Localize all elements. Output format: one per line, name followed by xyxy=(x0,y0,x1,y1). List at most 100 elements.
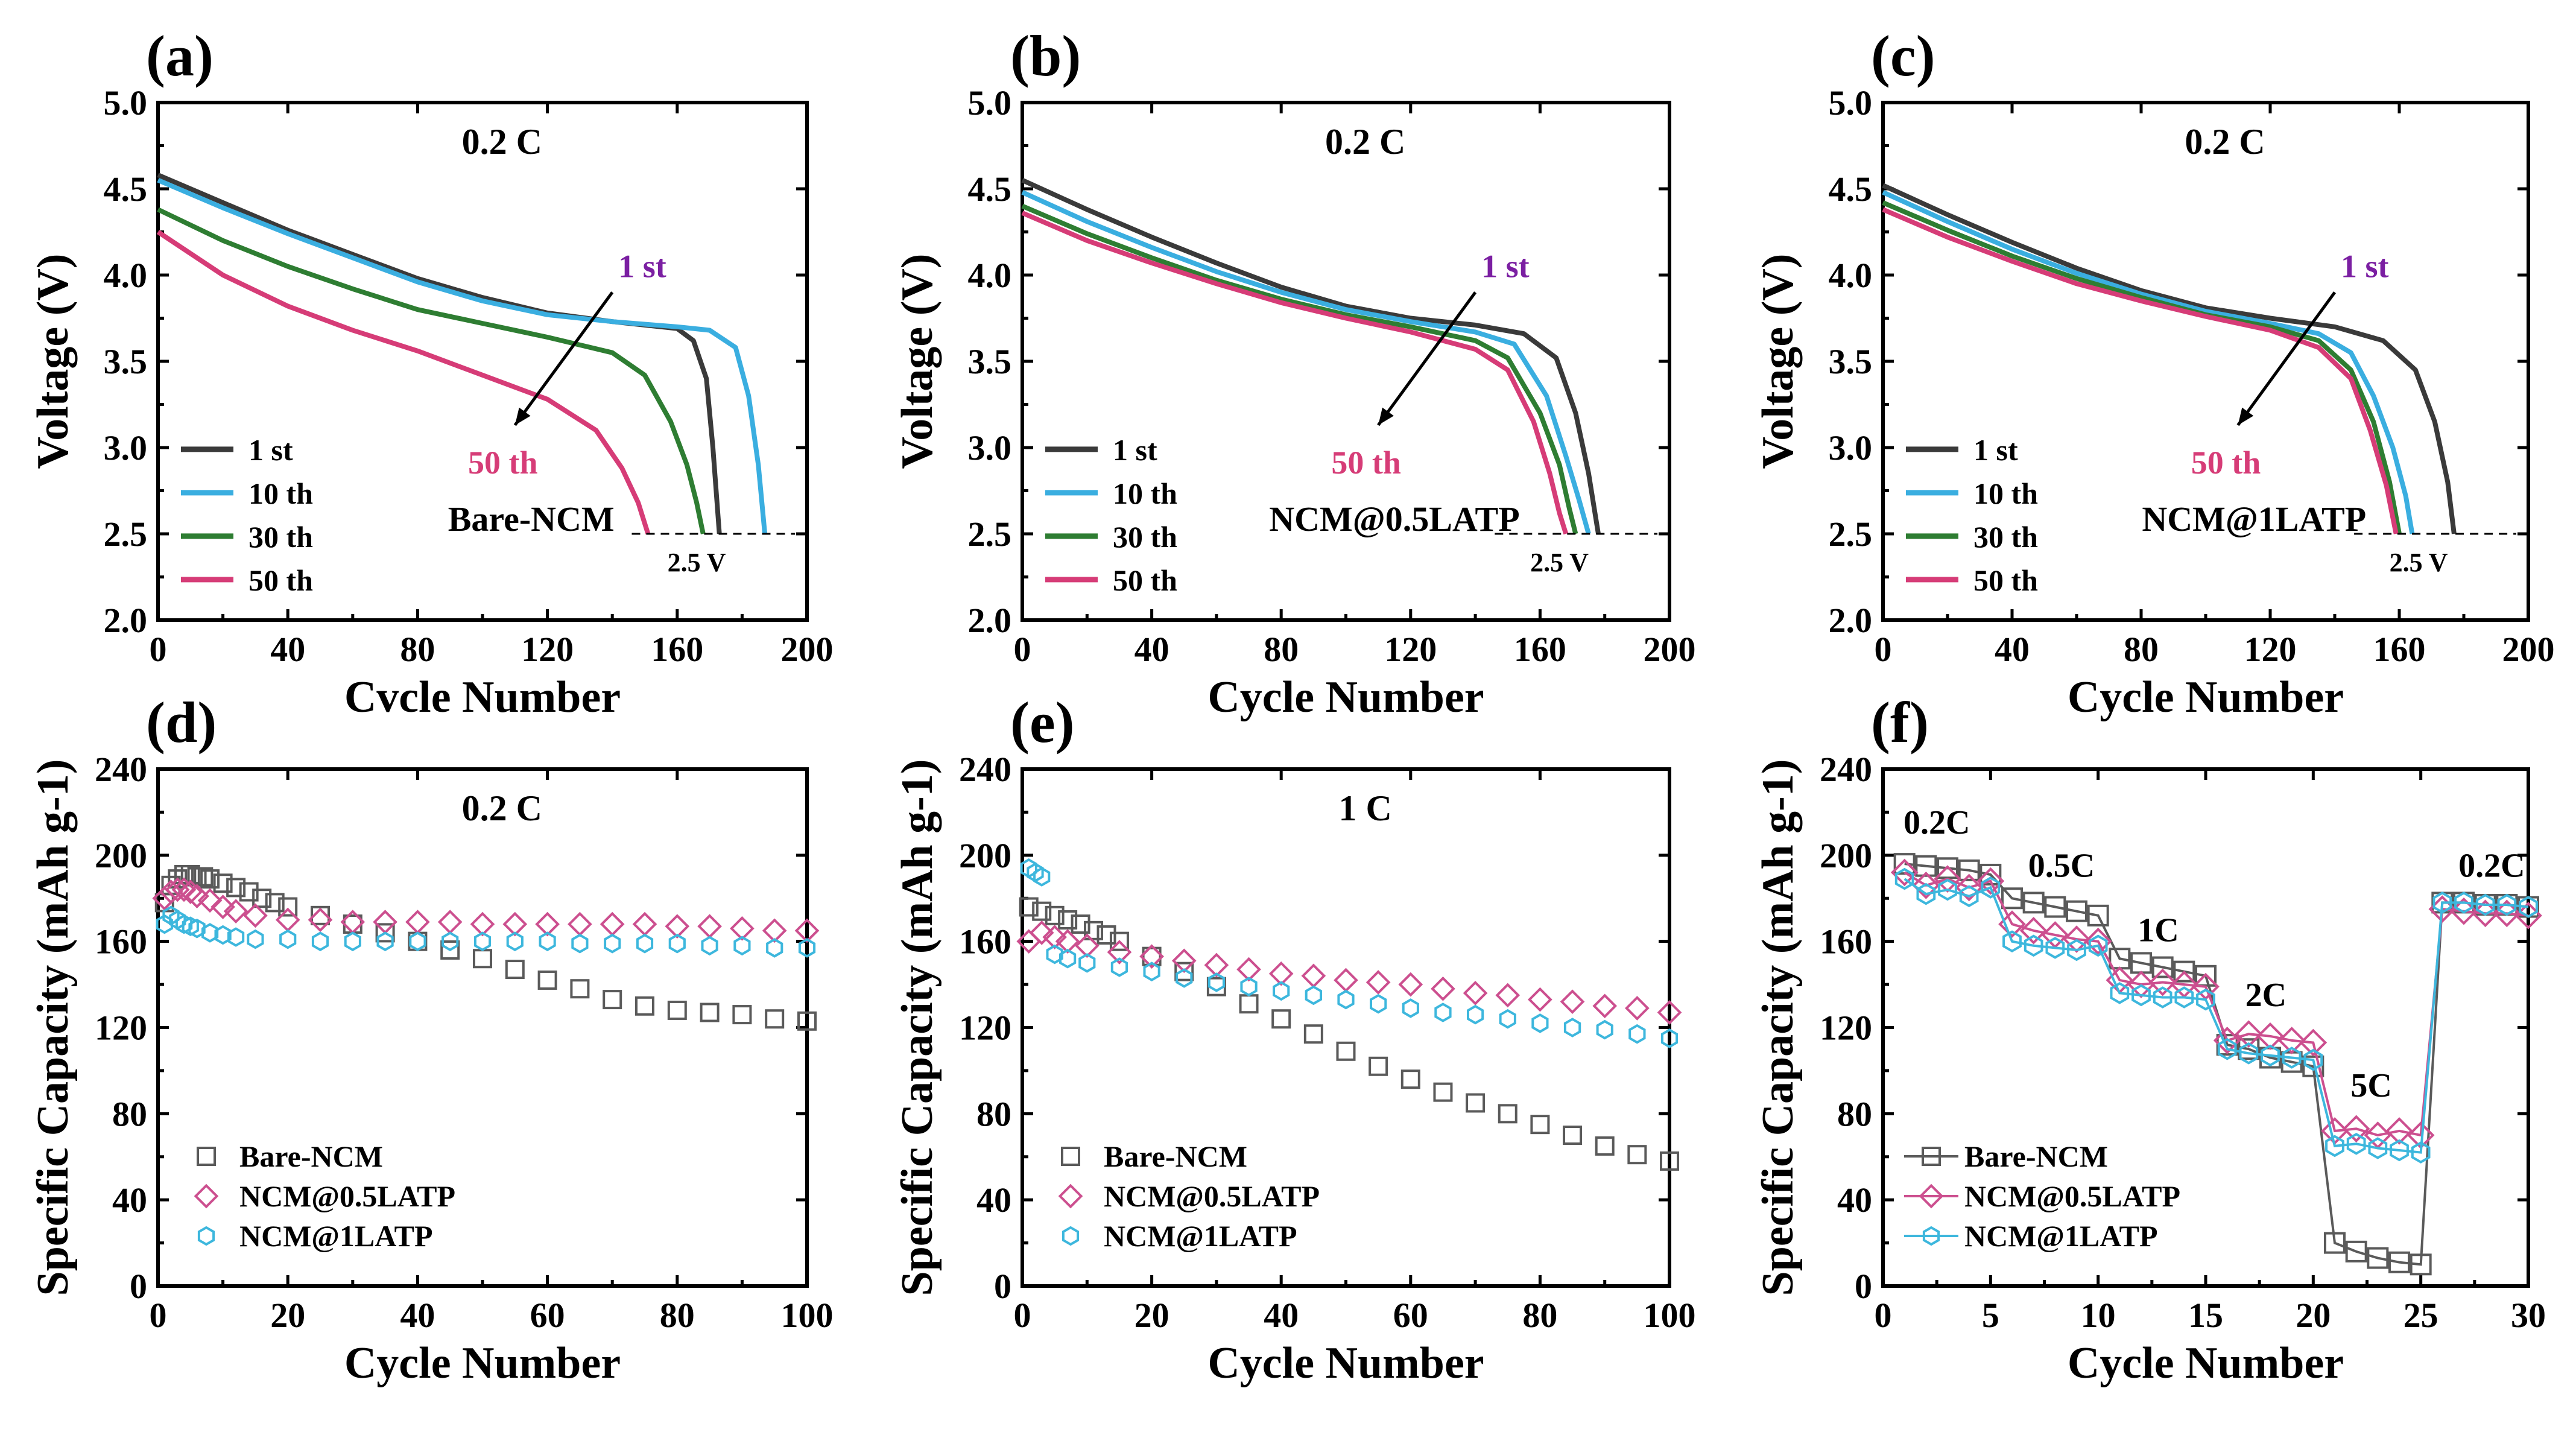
x-tick-label-f: 0 xyxy=(1875,1296,1892,1335)
data-point-e-0 xyxy=(1498,1104,1517,1124)
y-tick-label-f: 80 xyxy=(1837,1094,1872,1133)
y-tick-label-a: 3.0 xyxy=(104,428,148,467)
data-point-e-0 xyxy=(1400,1069,1420,1089)
data-point-e-2 xyxy=(1207,972,1225,992)
x-tick-label-c: 80 xyxy=(2124,630,2159,669)
x-tick-label-b: 0 xyxy=(1014,630,1031,669)
series-line-b-3 xyxy=(1021,211,1569,535)
x-tick-label-d: 80 xyxy=(660,1296,695,1335)
legend-marker-e-0 xyxy=(1061,1147,1080,1166)
cutoff-label-a: 2.5 V xyxy=(668,548,726,577)
annotation-first-cycle-b: 1 st xyxy=(1481,249,1530,285)
y-tick-label-a: 4.0 xyxy=(104,256,148,295)
rate-label-3: 2C xyxy=(2245,977,2286,1014)
data-point-e-1 xyxy=(1528,987,1552,1012)
data-point-e-0 xyxy=(1142,946,1162,966)
data-point-e-2 xyxy=(1273,981,1290,1001)
data-point-f-1 xyxy=(1912,871,1940,899)
y-tick-label-d: 120 xyxy=(95,1009,147,1048)
rate-label-1: 0.5C xyxy=(2028,847,2095,885)
data-point-e-2 xyxy=(1660,1028,1679,1048)
x-tick-label-b: 120 xyxy=(1384,630,1437,669)
x-tick-label-c: 120 xyxy=(2244,630,2297,669)
y-tick-label-b: 4.0 xyxy=(968,256,1012,295)
legend-label-b-0: 1 st xyxy=(1113,433,1157,467)
data-point-e-0 xyxy=(1071,914,1090,934)
legend-label-e-1: NCM@0.5LATP xyxy=(1104,1179,1320,1213)
data-point-e-0 xyxy=(1303,1024,1323,1044)
panel-label-e: (e) xyxy=(1010,690,1075,755)
data-point-e-1 xyxy=(1107,940,1132,965)
data-point-e-1 xyxy=(1366,970,1391,995)
data-point-d-2 xyxy=(441,931,459,952)
data-point-d-0 xyxy=(375,923,395,943)
data-point-f-2 xyxy=(2454,892,2473,914)
data-point-d-0 xyxy=(239,882,259,902)
data-point-f-0 xyxy=(2302,1055,2324,1077)
y-tick-label-c: 2.0 xyxy=(1829,601,1873,640)
legend-marker-d-2 xyxy=(197,1226,215,1246)
data-point-f-1 xyxy=(1955,873,1983,902)
rate-label-5: 0.2C xyxy=(2458,847,2525,885)
series-line-c-0 xyxy=(1882,183,2457,534)
data-point-f-2 xyxy=(2432,892,2452,914)
y-tick-label-e: 240 xyxy=(959,750,1011,789)
data-point-f-2 xyxy=(2346,1132,2366,1155)
x-tick-label-f: 10 xyxy=(2081,1296,2116,1335)
data-point-f-2 xyxy=(1981,876,2001,899)
data-point-d-0 xyxy=(311,905,330,925)
data-point-f-2 xyxy=(2411,1141,2431,1164)
annotation-first-cycle-a: 1 st xyxy=(618,249,666,285)
plot-title-e: 1 C xyxy=(1339,788,1392,828)
plot-title-c: 0.2 C xyxy=(2185,122,2265,162)
y-tick-label-d: 200 xyxy=(95,836,147,875)
y-tick-label-b: 2.5 xyxy=(968,515,1012,554)
data-point-d-2 xyxy=(376,931,394,952)
rate-label-4: 5C xyxy=(2350,1067,2391,1104)
data-point-d-0 xyxy=(732,1005,752,1025)
data-point-d-1 xyxy=(405,910,430,934)
x-tick-label-b: 80 xyxy=(1264,630,1299,669)
x-tick-label-f: 30 xyxy=(2511,1296,2546,1335)
sample-label-a: Bare-NCM xyxy=(448,499,615,539)
y-tick-label-f: 240 xyxy=(1820,750,1872,789)
data-point-e-1 xyxy=(1139,944,1164,969)
data-point-e-2 xyxy=(1078,953,1096,973)
y-axis-title-f: Specific Capacity (mAh g-1) xyxy=(1753,759,1803,1296)
data-point-e-0 xyxy=(1433,1082,1453,1102)
x-axis-title-b: Cycle Number xyxy=(1207,673,1484,722)
data-point-e-2 xyxy=(1467,1004,1484,1025)
x-tick-label-d: 100 xyxy=(781,1296,834,1335)
y-axis-title-c: Voltage (V) xyxy=(1753,254,1803,469)
data-point-d-0 xyxy=(252,889,272,908)
data-point-e-1 xyxy=(1495,983,1521,1008)
data-point-e-0 xyxy=(1032,901,1052,921)
x-tick-label-f: 25 xyxy=(2404,1296,2438,1335)
data-point-d-0 xyxy=(265,893,285,913)
x-tick-label-b: 160 xyxy=(1514,630,1566,669)
plot-title-b: 0.2 C xyxy=(1325,122,1405,162)
data-point-f-0 xyxy=(2367,1247,2389,1269)
data-point-e-1 xyxy=(1074,933,1100,958)
series-line-c-1 xyxy=(1882,190,2415,534)
series-line-b-2 xyxy=(1021,203,1578,534)
data-point-e-0 xyxy=(1369,1056,1388,1076)
data-point-d-1 xyxy=(223,899,248,924)
data-point-d-0 xyxy=(278,897,298,917)
data-point-e-1 xyxy=(1171,948,1197,974)
data-point-f-0 xyxy=(1958,859,1980,881)
x-axis-title-c: Cycle Number xyxy=(2068,673,2344,722)
x-tick-label-a: 40 xyxy=(270,630,305,669)
sample-label-c: NCM@1LATP xyxy=(2142,499,2366,539)
data-point-d-0 xyxy=(537,970,557,990)
data-point-e-1 xyxy=(1301,963,1326,989)
y-tick-label-e: 120 xyxy=(959,1009,1011,1048)
data-point-e-0 xyxy=(1563,1126,1583,1145)
data-point-f-1 xyxy=(2299,1028,2328,1057)
data-point-e-1 xyxy=(1055,929,1080,954)
data-point-e-2 xyxy=(1499,1009,1516,1029)
data-point-e-1 xyxy=(1560,989,1585,1014)
data-point-e-2 xyxy=(1628,1024,1646,1044)
data-point-d-2 xyxy=(175,914,193,934)
